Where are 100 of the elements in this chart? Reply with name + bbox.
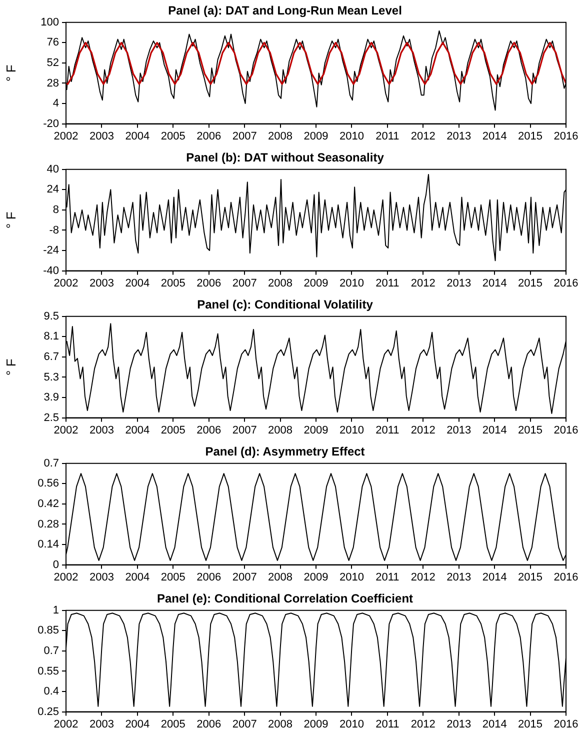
x-tick-label: 2003 [89, 130, 114, 142]
x-tick-label: 2011 [376, 424, 400, 436]
x-tick-label: 2005 [160, 718, 186, 730]
chart-title: Panel (c): Conditional Volatility [197, 298, 374, 312]
y-tick-label: 3.9 [44, 392, 59, 404]
x-tick-label: 2013 [446, 130, 472, 142]
x-tick-label: 2005 [160, 277, 186, 290]
x-tick-label: 2009 [304, 277, 328, 290]
x-tick-label: 2007 [232, 277, 257, 290]
x-tick-label: 2009 [304, 718, 328, 730]
x-tick-label: 2004 [125, 277, 150, 290]
x-tick-label: 2002 [54, 571, 78, 584]
x-tick-label: 2012 [410, 424, 436, 436]
x-tick-label: 2010 [339, 130, 364, 142]
y-tick-label: 2.5 [44, 412, 59, 424]
x-tick-label: 2002 [54, 718, 78, 730]
x-tick-label: 2013 [446, 718, 472, 730]
x-tick-label: 2007 [232, 718, 257, 730]
x-tick-label: 2009 [304, 571, 328, 584]
x-tick-label: 2006 [196, 130, 222, 142]
x-tick-label: 2011 [376, 277, 400, 290]
x-tick-label: 2008 [268, 277, 293, 290]
y-axis-title: ° F [3, 64, 18, 82]
x-tick-label: 2007 [232, 424, 257, 436]
y-tick-label: 0.85 [38, 624, 59, 637]
y-tick-label: 5.3 [44, 371, 59, 384]
x-tick-label: 2013 [446, 424, 472, 436]
y-tick-label: 0 [52, 558, 59, 571]
x-tick-label: 2010 [339, 718, 364, 730]
x-tick-label: 2015 [518, 277, 543, 290]
x-tick-label: 2013 [446, 571, 472, 584]
x-tick-label: 2006 [196, 571, 222, 584]
x-tick-label: 2003 [89, 424, 114, 436]
y-tick-label: -20 [43, 118, 59, 130]
x-tick-label: 2005 [160, 130, 186, 142]
x-tick-label: 2006 [196, 424, 222, 436]
x-tick-label: 2002 [54, 277, 78, 290]
y-tick-label: 0.42 [38, 498, 59, 510]
chart-title: Panel (a): DAT and Long-Run Mean Level [168, 4, 402, 18]
x-tick-label: 2010 [339, 571, 364, 584]
x-tick-label: 2008 [268, 424, 293, 436]
x-tick-label: 2007 [232, 130, 257, 142]
x-tick-label: 2016 [554, 130, 578, 142]
x-tick-label: 2007 [232, 571, 257, 584]
x-tick-label: 2004 [125, 424, 150, 436]
x-tick-label: 2011 [376, 130, 400, 142]
x-tick-label: 2005 [160, 424, 186, 436]
x-tick-label: 2003 [89, 277, 114, 290]
x-tick-label: 2006 [196, 277, 222, 290]
y-tick-label: 52 [46, 56, 59, 69]
y-tick-label: 0.25 [38, 706, 59, 718]
x-tick-label: 2006 [196, 718, 222, 730]
x-tick-label: 2008 [268, 718, 293, 730]
x-tick-label: 2016 [554, 718, 578, 730]
x-tick-label: 2012 [410, 718, 436, 730]
x-tick-label: 2015 [518, 571, 543, 584]
x-tick-label: 2016 [554, 571, 578, 584]
y-tick-label: 100 [40, 16, 59, 28]
x-tick-label: 2014 [482, 571, 507, 584]
x-tick-label: 2009 [304, 130, 328, 142]
y-tick-label: 28 [46, 77, 59, 90]
y-axis-title: ° F [3, 212, 18, 228]
y-tick-label: 9.5 [44, 310, 59, 322]
y-tick-label: 40 [46, 163, 59, 176]
y-tick-label: 0.7 [44, 644, 59, 657]
y-tick-label: -24 [43, 244, 59, 257]
y-tick-label: 0.55 [38, 665, 59, 678]
y-tick-label: 0.28 [38, 518, 59, 530]
x-tick-label: 2012 [410, 130, 436, 142]
y-tick-label: 8.1 [44, 330, 59, 343]
y-tick-label: 0.14 [38, 538, 59, 551]
x-tick-label: 2004 [125, 718, 150, 730]
x-tick-label: 2014 [482, 424, 507, 436]
y-tick-label: -40 [43, 264, 59, 277]
y-tick-label: 0.56 [38, 478, 59, 490]
x-tick-label: 2012 [410, 571, 436, 584]
x-tick-label: 2010 [339, 277, 364, 290]
x-tick-label: 2013 [446, 277, 472, 290]
x-tick-label: 2003 [89, 571, 114, 584]
x-tick-label: 2004 [125, 130, 150, 142]
x-tick-label: 2014 [482, 718, 507, 730]
x-tick-label: 2005 [160, 571, 186, 584]
x-tick-label: 2014 [482, 277, 507, 290]
y-tick-label: -8 [49, 224, 59, 236]
x-tick-label: 2011 [376, 718, 400, 730]
x-tick-label: 2003 [89, 718, 114, 730]
y-tick-label: 8 [52, 204, 59, 216]
x-tick-label: 2008 [268, 130, 293, 142]
chart-title: Panel (d): Asymmetry Effect [205, 444, 365, 459]
x-tick-label: 2015 [518, 718, 543, 730]
y-tick-label: 0.4 [44, 686, 59, 698]
y-tick-label: 1 [52, 604, 59, 616]
y-tick-label: 4 [52, 98, 59, 110]
x-tick-label: 2012 [410, 277, 436, 290]
x-tick-label: 2002 [54, 130, 78, 142]
x-tick-label: 2016 [554, 277, 578, 290]
x-tick-label: 2008 [268, 571, 293, 584]
y-tick-label: 0.7 [44, 457, 59, 470]
x-tick-label: 2011 [376, 571, 400, 584]
x-tick-label: 2014 [482, 130, 507, 142]
